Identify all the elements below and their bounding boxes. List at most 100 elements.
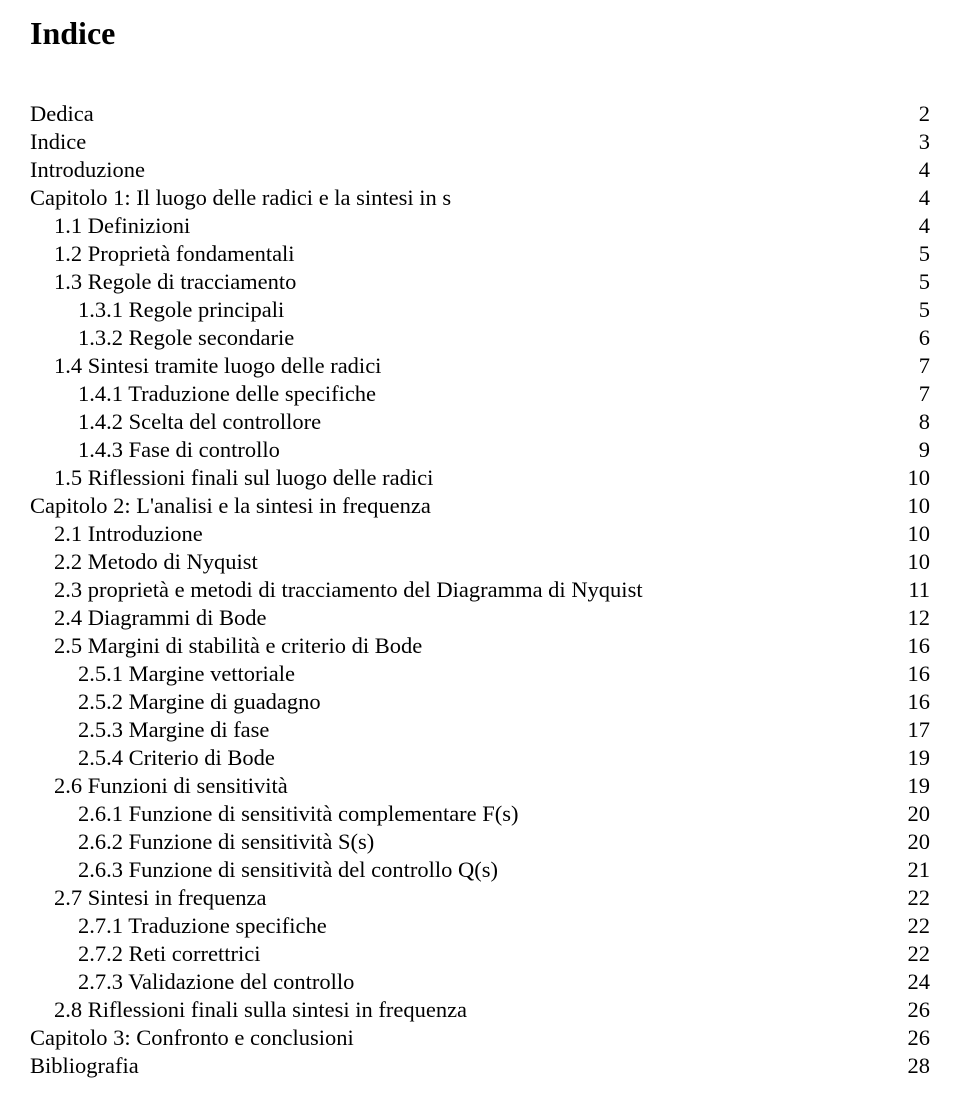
toc-entry-label: 2.5 Margini di stabilità e criterio di B… bbox=[54, 632, 422, 660]
toc-entry-label: 2.7.1 Traduzione specifiche bbox=[78, 912, 327, 940]
toc-entry-label: 2.6.2 Funzione di sensitività S(s) bbox=[78, 828, 374, 856]
toc-entry-page: 22 bbox=[908, 940, 931, 968]
toc-entry-page: 9 bbox=[919, 436, 930, 464]
document-page: Indice Dedica 2Indice 3Introduzione 4Cap… bbox=[0, 0, 960, 1110]
toc-entry: 2.5.1 Margine vettoriale 16 bbox=[30, 660, 930, 688]
toc-entry-label: 2.5.1 Margine vettoriale bbox=[78, 660, 295, 688]
toc-entry: Introduzione 4 bbox=[30, 156, 930, 184]
toc-entry-label: Capitolo 1: Il luogo delle radici e la s… bbox=[30, 184, 451, 212]
toc-entry: 2.7.2 Reti correttrici 22 bbox=[30, 940, 930, 968]
toc-entry-page: 26 bbox=[908, 1024, 931, 1052]
toc-entry: 2.7 Sintesi in frequenza 22 bbox=[30, 884, 930, 912]
toc-entry: 1.4.3 Fase di controllo 9 bbox=[30, 436, 930, 464]
table-of-contents: Dedica 2Indice 3Introduzione 4Capitolo 1… bbox=[30, 100, 930, 1080]
toc-entry-label: 1.3.2 Regole secondarie bbox=[78, 324, 294, 352]
toc-entry-page: 12 bbox=[908, 604, 931, 632]
toc-entry-page: 16 bbox=[908, 660, 931, 688]
toc-entry-label: Capitolo 2: L'analisi e la sintesi in fr… bbox=[30, 492, 431, 520]
toc-entry-label: 2.6.1 Funzione di sensitività complement… bbox=[78, 800, 519, 828]
toc-entry-page: 26 bbox=[908, 996, 931, 1024]
toc-entry-label: 2.5.4 Criterio di Bode bbox=[78, 744, 275, 772]
toc-entry-label: 1.5 Riflessioni finali sul luogo delle r… bbox=[54, 464, 433, 492]
toc-entry-page: 4 bbox=[919, 184, 930, 212]
toc-entry-page: 6 bbox=[919, 324, 930, 352]
toc-entry-page: 10 bbox=[908, 520, 931, 548]
toc-entry-page: 24 bbox=[908, 968, 931, 996]
toc-entry-label: 1.4.1 Traduzione delle specifiche bbox=[78, 380, 376, 408]
toc-entry-label: 2.1 Introduzione bbox=[54, 520, 203, 548]
toc-entry-page: 21 bbox=[908, 856, 931, 884]
toc-entry-label: 2.5.2 Margine di guadagno bbox=[78, 688, 321, 716]
toc-entry: 2.6 Funzioni di sensitività 19 bbox=[30, 772, 930, 800]
toc-entry: 1.3.2 Regole secondarie 6 bbox=[30, 324, 930, 352]
toc-entry-label: 1.1 Definizioni bbox=[54, 212, 190, 240]
toc-entry-page: 3 bbox=[919, 128, 930, 156]
toc-entry-page: 5 bbox=[919, 240, 930, 268]
toc-entry-label: Dedica bbox=[30, 100, 94, 128]
toc-entry-label: 2.7.3 Validazione del controllo bbox=[78, 968, 354, 996]
toc-entry: 2.7.1 Traduzione specifiche 22 bbox=[30, 912, 930, 940]
toc-entry-label: 1.4.2 Scelta del controllore bbox=[78, 408, 321, 436]
toc-entry-label: 2.2 Metodo di Nyquist bbox=[54, 548, 258, 576]
toc-entry-page: 19 bbox=[908, 744, 931, 772]
toc-entry-page: 22 bbox=[908, 884, 931, 912]
toc-entry: 1.1 Definizioni 4 bbox=[30, 212, 930, 240]
toc-entry-label: 1.3.1 Regole principali bbox=[78, 296, 284, 324]
toc-entry-page: 4 bbox=[919, 212, 930, 240]
toc-entry-page: 5 bbox=[919, 268, 930, 296]
toc-entry-page: 19 bbox=[908, 772, 931, 800]
toc-entry-page: 11 bbox=[908, 576, 930, 604]
toc-entry-page: 22 bbox=[908, 912, 931, 940]
toc-entry: 1.3 Regole di tracciamento 5 bbox=[30, 268, 930, 296]
toc-entry-page: 8 bbox=[919, 408, 930, 436]
toc-entry: 1.3.1 Regole principali 5 bbox=[30, 296, 930, 324]
toc-entry: 2.6.3 Funzione di sensitività del contro… bbox=[30, 856, 930, 884]
toc-entry: 1.4 Sintesi tramite luogo delle radici 7 bbox=[30, 352, 930, 380]
toc-entry-label: Capitolo 3: Confronto e conclusioni bbox=[30, 1024, 354, 1052]
toc-entry: 1.2 Proprietà fondamentali 5 bbox=[30, 240, 930, 268]
toc-entry-label: 2.3 proprietà e metodi di tracciamento d… bbox=[54, 576, 643, 604]
toc-entry: 2.5.2 Margine di guadagno 16 bbox=[30, 688, 930, 716]
toc-entry: 2.5 Margini di stabilità e criterio di B… bbox=[30, 632, 930, 660]
toc-entry-label: 1.3 Regole di tracciamento bbox=[54, 268, 296, 296]
toc-entry: Dedica 2 bbox=[30, 100, 930, 128]
toc-entry: 2.7.3 Validazione del controllo 24 bbox=[30, 968, 930, 996]
toc-entry-label: Indice bbox=[30, 128, 86, 156]
toc-entry-page: 5 bbox=[919, 296, 930, 324]
toc-entry-page: 20 bbox=[908, 800, 931, 828]
toc-entry-page: 28 bbox=[908, 1052, 931, 1080]
page-title: Indice bbox=[30, 15, 930, 52]
toc-entry-label: 2.7 Sintesi in frequenza bbox=[54, 884, 266, 912]
toc-entry: 2.4 Diagrammi di Bode 12 bbox=[30, 604, 930, 632]
toc-entry-label: 2.4 Diagrammi di Bode bbox=[54, 604, 266, 632]
toc-entry: Indice 3 bbox=[30, 128, 930, 156]
toc-entry-label: 1.4.3 Fase di controllo bbox=[78, 436, 280, 464]
toc-entry-page: 7 bbox=[919, 380, 930, 408]
toc-entry-page: 17 bbox=[908, 716, 931, 744]
toc-entry-page: 16 bbox=[908, 688, 931, 716]
toc-entry-label: 2.6.3 Funzione di sensitività del contro… bbox=[78, 856, 498, 884]
toc-entry-label: 2.8 Riflessioni finali sulla sintesi in … bbox=[54, 996, 467, 1024]
toc-entry: 1.5 Riflessioni finali sul luogo delle r… bbox=[30, 464, 930, 492]
toc-entry: 1.4.1 Traduzione delle specifiche 7 bbox=[30, 380, 930, 408]
toc-entry-page: 10 bbox=[908, 492, 931, 520]
toc-entry: 1.4.2 Scelta del controllore 8 bbox=[30, 408, 930, 436]
toc-entry: 2.6.1 Funzione di sensitività complement… bbox=[30, 800, 930, 828]
toc-entry: Capitolo 2: L'analisi e la sintesi in fr… bbox=[30, 492, 930, 520]
toc-entry-label: 2.6 Funzioni di sensitività bbox=[54, 772, 288, 800]
toc-entry: 2.6.2 Funzione di sensitività S(s) 20 bbox=[30, 828, 930, 856]
toc-entry: Capitolo 1: Il luogo delle radici e la s… bbox=[30, 184, 930, 212]
toc-entry-page: 7 bbox=[919, 352, 930, 380]
toc-entry-label: Introduzione bbox=[30, 156, 145, 184]
toc-entry-page: 10 bbox=[908, 548, 931, 576]
toc-entry-page: 2 bbox=[919, 100, 930, 128]
toc-entry: 2.5.4 Criterio di Bode 19 bbox=[30, 744, 930, 772]
toc-entry: Capitolo 3: Confronto e conclusioni 26 bbox=[30, 1024, 930, 1052]
toc-entry-label: Bibliografia bbox=[30, 1052, 139, 1080]
toc-entry-label: 1.4 Sintesi tramite luogo delle radici bbox=[54, 352, 381, 380]
toc-entry-page: 4 bbox=[919, 156, 930, 184]
toc-entry-label: 1.2 Proprietà fondamentali bbox=[54, 240, 295, 268]
toc-entry: Bibliografia 28 bbox=[30, 1052, 930, 1080]
toc-entry-page: 20 bbox=[908, 828, 931, 856]
toc-entry-label: 2.7.2 Reti correttrici bbox=[78, 940, 260, 968]
